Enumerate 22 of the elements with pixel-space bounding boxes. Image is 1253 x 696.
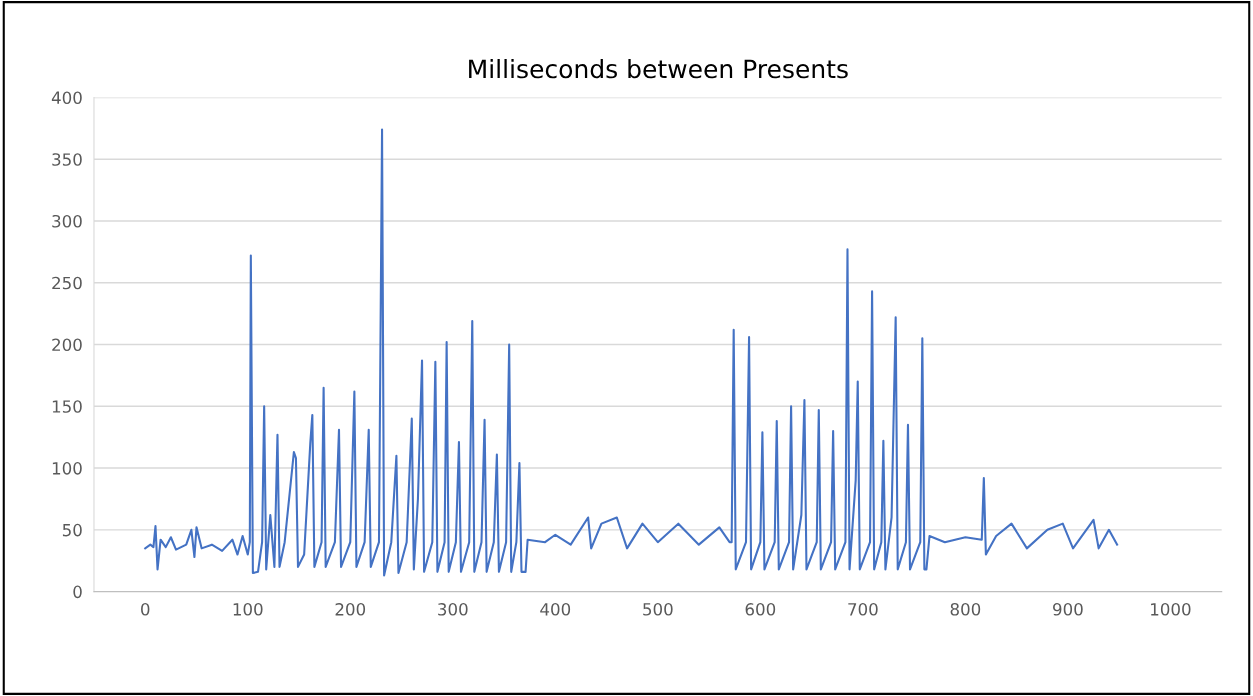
line-series <box>144 128 1119 577</box>
y-tick-label: 100 <box>52 462 82 475</box>
x-tick-label: 100 <box>233 603 263 616</box>
x-tick-label: 1000 <box>1151 603 1191 616</box>
x-tick-label: 500 <box>643 603 673 616</box>
y-tick-label: 0 <box>73 585 82 599</box>
y-tick-label: 300 <box>52 214 82 228</box>
x-tick-label: 0 <box>141 603 150 616</box>
x-tick-label: 200 <box>335 603 366 616</box>
x-tick-label: 700 <box>848 603 878 616</box>
x-tick-label: 600 <box>745 603 776 616</box>
x-tick-label: 400 <box>540 603 571 616</box>
y-tick-label: 250 <box>52 276 82 290</box>
x-tick-label: 300 <box>438 603 468 616</box>
y-tick-label: 350 <box>52 153 82 166</box>
x-tick-label: 900 <box>1053 603 1083 616</box>
chart-title: Milliseconds between Presents <box>469 59 848 79</box>
x-tick-label: 800 <box>950 603 981 616</box>
y-tick-label: 400 <box>51 91 82 105</box>
y-tick-label: 150 <box>52 400 82 413</box>
y-tick-label: 50 <box>62 523 82 537</box>
y-tick-label: 200 <box>52 338 82 352</box>
